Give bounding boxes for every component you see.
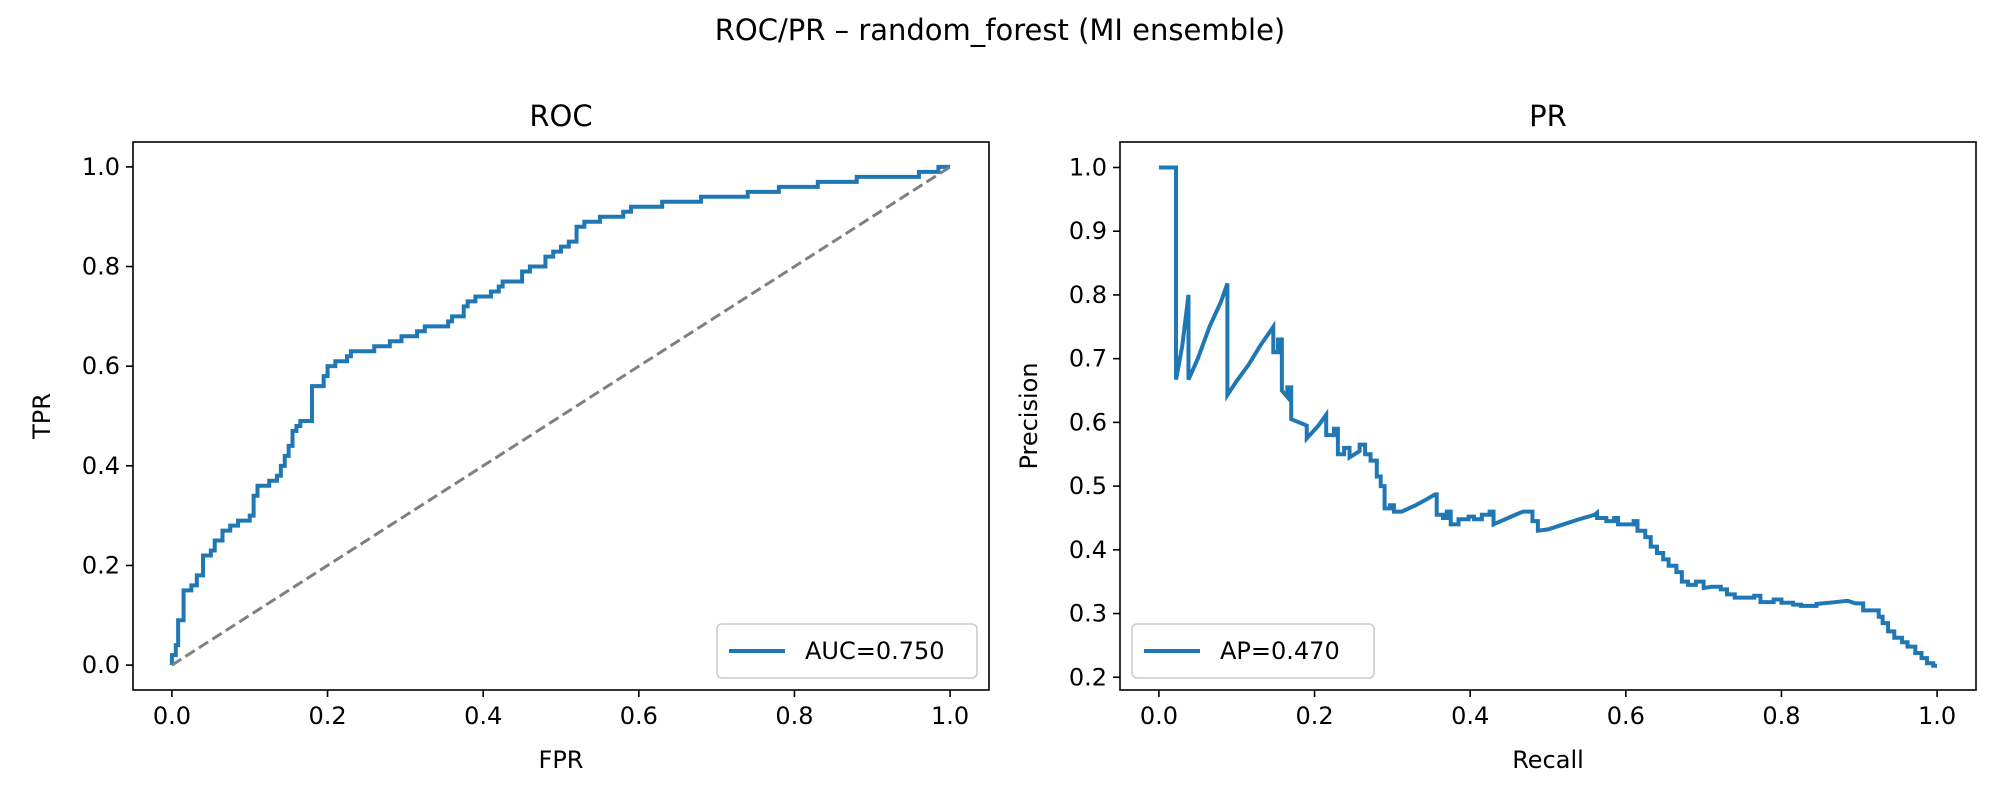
roc-curve-line — [169, 164, 951, 666]
pr-y-tick-label: 0.8 — [1069, 281, 1107, 309]
pr-axes-frame — [1119, 141, 1977, 691]
roc-x-tick-label: 0.4 — [464, 702, 502, 730]
roc-y-axis-label: TPR — [28, 393, 56, 440]
roc-x-tick-label: 0.2 — [308, 702, 346, 730]
pr-y-tick-label: 0.6 — [1069, 408, 1107, 436]
roc-y-tick-label: 0.6 — [82, 352, 120, 380]
roc-x-tick-label: 0.6 — [620, 702, 658, 730]
roc-x-axis-label: FPR — [539, 746, 584, 774]
roc-axes-frame — [132, 141, 990, 691]
pr-x-tick-label: 0.6 — [1607, 702, 1645, 730]
roc-chance-line — [171, 165, 951, 667]
roc-y-tick-label: 1.0 — [82, 153, 120, 181]
pr-legend-box — [1131, 623, 1375, 679]
pr-y-axis-label: Precision — [1015, 362, 1043, 469]
pr-y-tick-label: 0.7 — [1069, 345, 1107, 373]
roc-x-tick-label: 0.0 — [153, 702, 191, 730]
pr-legend-label: AP=0.470 — [1220, 637, 1340, 665]
pr-y-tick-label: 0.3 — [1069, 600, 1107, 628]
pr-x-tick-label: 0.2 — [1295, 702, 1333, 730]
roc-y-tick-label: 0.0 — [82, 651, 120, 679]
roc-y-tick-label: 0.4 — [82, 452, 120, 480]
pr-y-tick-label: 0.2 — [1069, 663, 1107, 691]
pr-y-tick-label: 0.5 — [1069, 472, 1107, 500]
pr-y-tick-label: 1.0 — [1069, 153, 1107, 181]
pr-curve-line — [1158, 165, 1938, 668]
roc-legend-box — [716, 623, 978, 679]
pr-x-axis-label: Recall — [1512, 746, 1584, 774]
pr-x-tick-label: 1.0 — [1918, 702, 1956, 730]
pr-y-tick-label: 0.4 — [1069, 536, 1107, 564]
roc-subplot-title: ROC — [529, 99, 592, 133]
pr-x-tick-label: 0.8 — [1762, 702, 1800, 730]
pr-legend: AP=0.470 — [1131, 623, 1375, 679]
pr-x-tick-label: 0.4 — [1451, 702, 1489, 730]
pr-y-tick-label: 0.9 — [1069, 217, 1107, 245]
roc-subplot: ROC 0.0 0.2 0.4 0.6 0.8 1.0 0.0 0.2 0.4 0.6 0.8 1.0 F… — [28, 99, 990, 774]
pr-x-tick-label: 0.0 — [1140, 702, 1178, 730]
roc-legend-label: AUC=0.750 — [805, 637, 945, 665]
pr-subplot-title: PR — [1529, 99, 1567, 133]
roc-y-tick-label: 0.8 — [82, 253, 120, 281]
figure-title: ROC/PR – random_forest (MI ensemble) — [715, 13, 1285, 47]
roc-x-tick-label: 1.0 — [931, 702, 969, 730]
pr-subplot: PR 0.0 0.2 0.4 0.6 0.8 1.0 0.2 0.3 0.4 0.5 0.6 0.7 0.… — [1015, 99, 1977, 774]
roc-y-tick-label: 0.2 — [82, 551, 120, 579]
roc-legend: AUC=0.750 — [716, 623, 978, 679]
roc-x-tick-label: 0.8 — [775, 702, 813, 730]
